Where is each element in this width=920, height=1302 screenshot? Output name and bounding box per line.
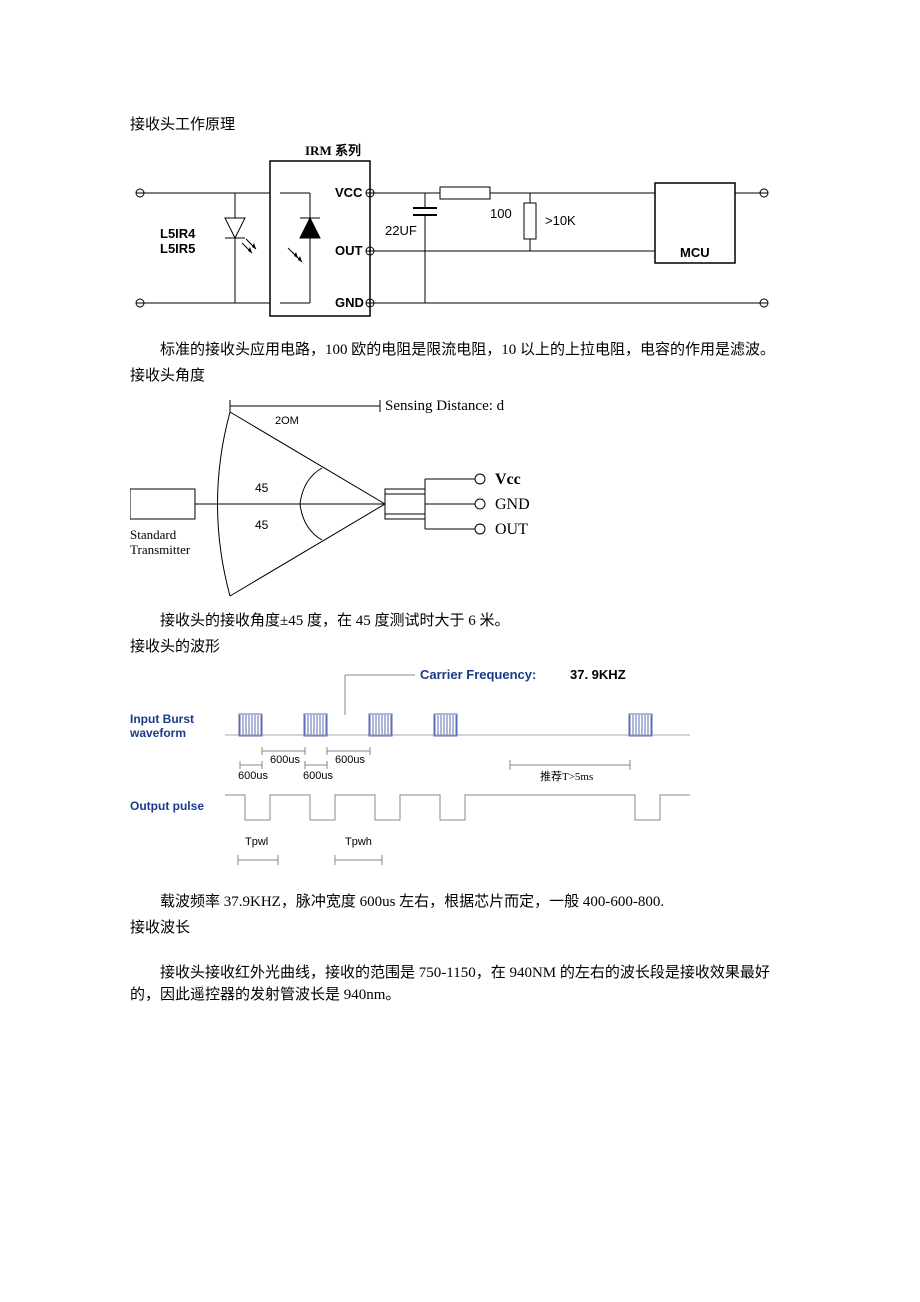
section4-desc: 接收头接收红外光曲线，接收的范围是 750-1150，在 940NM 的左右的波… <box>130 962 790 1007</box>
r100-label: 100 <box>490 206 512 221</box>
l5ir5-label: L5IR5 <box>160 241 195 256</box>
section3-desc: 载波频率 37.9KHZ，脉冲宽度 600us 左右，根据芯片而定，一般 400… <box>130 891 790 914</box>
t600-1: 600us <box>238 770 268 782</box>
waveform-diagram: Carrier Frequency: 37. 9KHZ Input Burst … <box>130 665 710 885</box>
pin-vcc: Vcc <box>495 471 521 488</box>
pin-gnd: GND <box>495 496 530 513</box>
input-burst-2: waveform <box>130 726 186 740</box>
t600-2: 600us <box>270 754 300 766</box>
circuit-diagram: IRM 系列 L5IR4 L5IR5 VCC OUT GND <box>130 143 770 333</box>
mcu-label: MCU <box>680 245 710 260</box>
pin-out: OUT <box>495 521 528 538</box>
carrier-label: Carrier Frequency: <box>420 667 536 682</box>
r10k-label: >10K <box>545 213 576 228</box>
out-pin: OUT <box>335 243 363 258</box>
t5ms: 推荐T>5ms <box>540 769 593 783</box>
section1-title: 接收头工作原理 <box>130 114 790 137</box>
vcc-pin: VCC <box>335 185 363 200</box>
l5ir4-label: L5IR4 <box>160 226 196 241</box>
output-label: Output pulse <box>130 799 204 813</box>
sensing-dist: Sensing Distance: d <box>385 398 505 414</box>
t600-3: 600us <box>303 770 333 782</box>
carrier-val: 37. 9KHZ <box>570 667 626 682</box>
section3-title: 接收头的波形 <box>130 636 790 659</box>
tpwh: Tpwh <box>345 836 372 848</box>
section2-title: 接收头角度 <box>130 365 790 388</box>
gnd-pin: GND <box>335 295 364 310</box>
input-burst-1: Input Burst <box>130 712 194 726</box>
irm-label: IRM 系列 <box>305 143 361 158</box>
angle-bottom: 45 <box>255 518 269 532</box>
angle-top: 45 <box>255 481 269 495</box>
section1-desc: 标准的接收头应用电路，100 欧的电阻是限流电阻，10 以上的上拉电阻，电容的作… <box>130 339 790 362</box>
std-tx-2: Transmitter <box>130 542 191 557</box>
cap-label: 22UF <box>385 223 417 238</box>
twenty-m: 2OM <box>275 415 299 427</box>
t600-4: 600us <box>335 754 365 766</box>
angle-diagram: Sensing Distance: d 2OM Standard Transmi… <box>130 394 590 604</box>
std-tx-1: Standard <box>130 527 177 542</box>
tpwl: Tpwl <box>245 836 268 848</box>
section2-desc: 接收头的接收角度±45 度，在 45 度测试时大于 6 米。 <box>130 610 790 633</box>
section4-title: 接收波长 <box>130 917 790 940</box>
